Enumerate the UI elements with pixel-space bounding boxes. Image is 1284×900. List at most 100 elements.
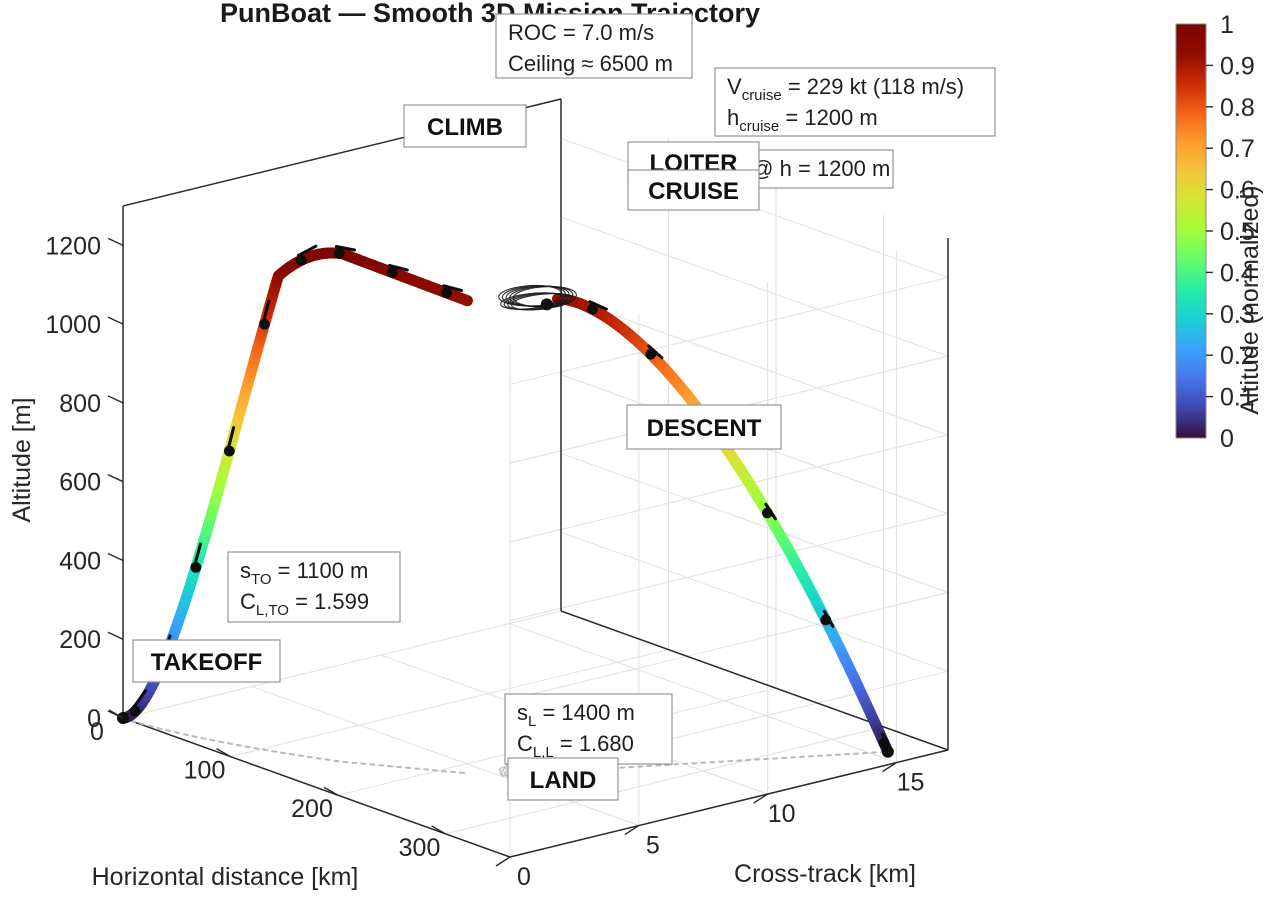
annotation-frame bbox=[495, 13, 693, 79]
phase-label-frame bbox=[403, 104, 527, 148]
axis-annotations: 0 100 200 300 0 5 10 15 0 200 400 600 800 1000 1200 Hor… bbox=[8, 232, 924, 891]
heading-tick bbox=[131, 689, 147, 710]
waypoint-marker bbox=[259, 318, 270, 330]
phase-label-text: TAKEOFF bbox=[151, 649, 263, 676]
phase-label-land[interactable]: LAND bbox=[507, 757, 619, 801]
z-tick bbox=[107, 316, 124, 325]
x-tick-label: 300 bbox=[399, 834, 441, 862]
phase-label-frame bbox=[507, 757, 619, 801]
phase-label-takeoff[interactable]: TAKEOFF bbox=[132, 639, 281, 683]
colorbar-tick-label: 1 bbox=[1220, 11, 1234, 39]
annotation-climb-performance[interactable]: ROC = 7.0 m/s Ceiling ≈ 6500 m bbox=[495, 13, 693, 79]
x-tick bbox=[431, 825, 446, 835]
y-tick bbox=[624, 824, 640, 836]
z-tick-label: 1200 bbox=[45, 232, 101, 260]
y-tick bbox=[882, 761, 897, 773]
z-tick bbox=[107, 237, 124, 247]
colorbar-tick-label: 0.7 bbox=[1220, 135, 1255, 163]
waypoint-markers bbox=[117, 244, 894, 758]
phase-label-text: DESCENT bbox=[647, 415, 762, 442]
colorbar-tick-label: 0.9 bbox=[1220, 52, 1255, 80]
phase-label-descent[interactable]: DESCENT bbox=[626, 404, 782, 450]
axes-box bbox=[122, 98, 949, 858]
colorbar-label: Altitude (normalized) bbox=[1236, 185, 1264, 414]
phase-label-text: CLIMB bbox=[427, 114, 503, 141]
x-axis-label: Horizontal distance [km] bbox=[92, 863, 359, 891]
annotation-takeoff-performance[interactable]: sTO = 1100 mCL,TO = 1.599 bbox=[227, 551, 401, 623]
y-tick bbox=[495, 856, 511, 867]
phase-label-frame bbox=[132, 639, 281, 683]
z-tick bbox=[107, 395, 124, 404]
waypoint-marker bbox=[386, 267, 398, 278]
waypoint-marker bbox=[441, 287, 453, 299]
phase-label-frame bbox=[626, 404, 782, 450]
heading-tick bbox=[262, 299, 271, 323]
waypoint-marker bbox=[333, 247, 345, 259]
x-tick-label: 200 bbox=[291, 795, 333, 823]
heading-tick bbox=[296, 244, 318, 257]
x-tick-label: 0 bbox=[90, 718, 104, 746]
phase-label-climb[interactable]: CLIMB bbox=[403, 104, 527, 148]
annotation-text: Ceiling ≈ 6500 m bbox=[508, 51, 673, 76]
heading-tick bbox=[822, 609, 835, 628]
colorbar-tick-label: 0.5 bbox=[1220, 218, 1255, 246]
colorbar-tick-label: 0.6 bbox=[1220, 177, 1255, 205]
annotation-frame bbox=[227, 551, 401, 623]
heading-tick bbox=[647, 344, 664, 360]
heading-tick bbox=[588, 300, 608, 311]
z-tick bbox=[107, 474, 124, 483]
colorbar-tick-label: 0.4 bbox=[1220, 259, 1255, 287]
phase-label-cruise[interactable]: CRUISE bbox=[627, 169, 760, 211]
y-tick-label: 10 bbox=[768, 800, 796, 828]
annotation-text: ROC = 7.0 m/s bbox=[508, 20, 654, 45]
annotation-text: CL,TO = 1.599 bbox=[240, 589, 369, 619]
waypoint-marker bbox=[295, 254, 307, 266]
colorbar: 0 0.1 0.2 0.3 0.4 0.5 0.6 0.7 0.8 0.9 1 Altitude (n… bbox=[1175, 11, 1264, 453]
phase-label-frame bbox=[627, 169, 760, 211]
z-tick-label: 200 bbox=[59, 626, 101, 654]
heading-tick bbox=[334, 245, 356, 252]
waypoint-marker bbox=[587, 303, 598, 315]
colorbar-tick-label: 0.2 bbox=[1220, 342, 1255, 370]
heading-tick bbox=[227, 426, 236, 450]
heading-tick bbox=[388, 263, 409, 272]
z-tick-label: 1000 bbox=[45, 311, 101, 339]
colorbar-tick-label: 0.1 bbox=[1220, 384, 1255, 412]
z-tick-label: 0 bbox=[87, 705, 101, 733]
annotation-frame bbox=[714, 67, 996, 137]
loiter-start-marker bbox=[540, 298, 553, 311]
annotation-text: sL = 1400 m bbox=[517, 700, 635, 730]
x-tick bbox=[323, 786, 339, 796]
waypoint-marker bbox=[190, 561, 202, 573]
phase-label-text: CRUISE bbox=[648, 178, 739, 205]
z-tick bbox=[107, 631, 124, 640]
waypoint-marker bbox=[223, 445, 235, 457]
y-tick-label: 0 bbox=[517, 863, 531, 891]
annotation-landing-performance[interactable]: sL = 1400 mCL,L = 1.680 bbox=[504, 693, 673, 765]
z-tick-label: 400 bbox=[59, 547, 101, 575]
colorbar-tick-label: 0.8 bbox=[1220, 94, 1255, 122]
endpoint-marker bbox=[881, 745, 894, 758]
annotation-text: hcruise = 1200 m bbox=[727, 105, 878, 135]
annotation-boxes: ROC = 7.0 m/s Ceiling ≈ 6500 m Vcruise = 2… bbox=[227, 13, 996, 765]
loiter-helix bbox=[498, 284, 577, 311]
annotation-text: Vcruise = 229 kt (118 m/s) bbox=[727, 74, 964, 104]
z-tick bbox=[107, 710, 124, 719]
heading-tick bbox=[442, 284, 464, 292]
heading-tick bbox=[764, 502, 777, 521]
z-tick-label: 600 bbox=[59, 469, 101, 497]
annotation-cruise-performance[interactable]: Vcruise = 229 kt (118 m/s)hcruise = 1200… bbox=[714, 67, 996, 137]
x-tick bbox=[216, 748, 231, 758]
z-tick bbox=[107, 552, 124, 562]
phase-label-text: LAND bbox=[530, 767, 597, 794]
y-tick bbox=[753, 793, 769, 804]
annotation-text: sTO = 1100 m bbox=[240, 558, 368, 588]
z-axis-label: Altitude [m] bbox=[8, 397, 36, 522]
colorbar-tick-label: 0 bbox=[1220, 425, 1234, 453]
y-tick-label: 5 bbox=[646, 832, 660, 860]
heading-tick bbox=[193, 542, 202, 566]
colorbar-gradient bbox=[1175, 23, 1207, 439]
z-tick-label: 800 bbox=[59, 390, 101, 418]
y-tick-label: 15 bbox=[897, 769, 925, 797]
